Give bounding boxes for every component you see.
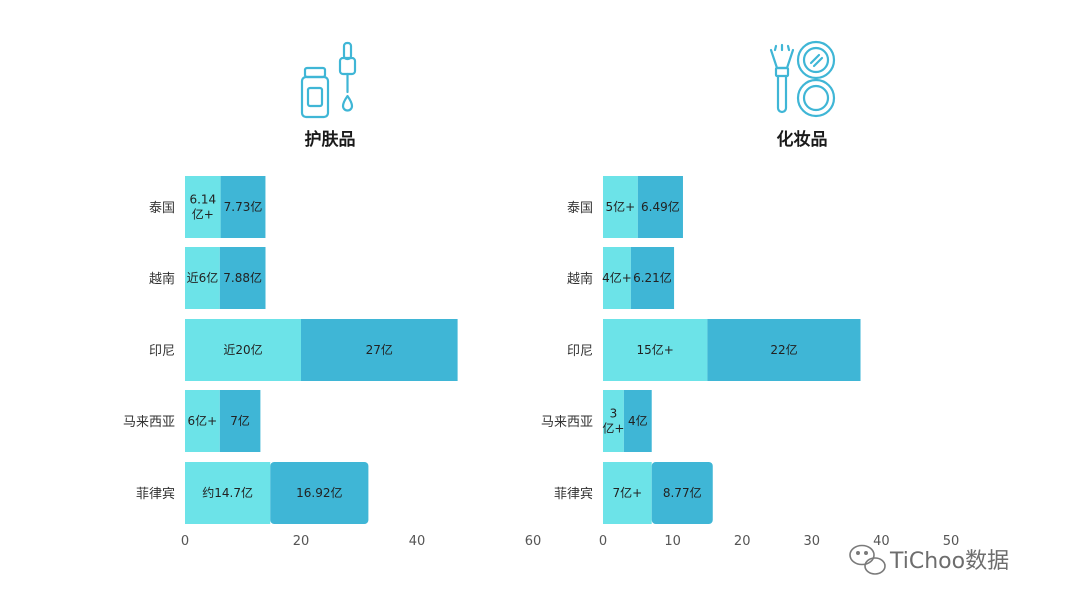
- x-tick-label: 0: [599, 534, 607, 549]
- category-label: 泰国: [149, 201, 175, 216]
- chart-title-skincare: 护肤品: [305, 129, 356, 150]
- data-label: 7亿+: [613, 485, 643, 500]
- bar-segment: [185, 176, 221, 238]
- bar-segment: [270, 462, 369, 524]
- bar-segment: [603, 390, 624, 452]
- bar-segment: [637, 176, 683, 238]
- bar-segment: [220, 176, 266, 238]
- bar-segment: [185, 247, 220, 309]
- bar-segment: [603, 319, 708, 381]
- bar-segment: [603, 247, 631, 309]
- wechat-icon: [849, 544, 886, 575]
- chart-title-makeup: 化妆品: [777, 129, 828, 150]
- x-tick-label: 20: [734, 534, 751, 549]
- data-label: 6.49亿: [641, 199, 680, 214]
- bar-segment: [630, 247, 675, 309]
- category-label: 越南: [149, 271, 175, 287]
- category-label: 菲律宾: [136, 486, 175, 502]
- data-label: 15亿+: [637, 342, 674, 357]
- data-label: 4亿+: [602, 270, 632, 285]
- category-label: 马来西亚: [123, 415, 175, 430]
- watermark-text: TiChoo数据: [889, 549, 1009, 574]
- bar-segment: [707, 319, 861, 381]
- data-label: 22亿: [770, 342, 797, 357]
- data-label: 7亿: [230, 413, 250, 428]
- x-tick-label: 10: [664, 534, 681, 549]
- data-label: 5亿+: [606, 199, 636, 214]
- bar-segment: [301, 319, 458, 381]
- category-label: 泰国: [567, 201, 593, 216]
- data-label: 6亿+: [188, 413, 218, 428]
- data-label: 16.92亿: [296, 485, 342, 500]
- x-tick-label: 0: [181, 534, 189, 549]
- data-label: 27亿: [366, 342, 393, 357]
- category-label: 印尼: [567, 344, 593, 359]
- data-label: 6.21亿: [633, 270, 672, 285]
- data-label: 8.77亿: [663, 485, 702, 500]
- makeup-brush-compact-icon: [769, 40, 836, 118]
- bar-segment: [603, 462, 652, 524]
- data-label: 7.88亿: [223, 270, 262, 285]
- x-tick-label: 40: [873, 534, 890, 549]
- x-tick-label: 60: [525, 534, 542, 549]
- x-tick-label: 40: [409, 534, 426, 549]
- category-label: 马来西亚: [541, 415, 593, 430]
- data-label: 近6亿: [187, 270, 219, 285]
- category-label: 越南: [567, 271, 593, 287]
- bar-segment: [219, 390, 261, 452]
- data-label: 3 亿+: [602, 407, 624, 436]
- bar-segment: [185, 390, 220, 452]
- x-tick-label: 20: [293, 534, 310, 549]
- data-label: 约14.7亿: [202, 485, 253, 500]
- x-tick-label: 50: [943, 534, 960, 549]
- x-tick-label: 30: [804, 534, 821, 549]
- data-label: 4亿: [628, 413, 648, 428]
- bar-segment: [603, 176, 638, 238]
- bar-segment: [219, 247, 266, 309]
- bar-segment: [185, 319, 301, 381]
- bar-segment: [651, 462, 713, 524]
- bar-segment: [623, 390, 652, 452]
- bar-segment: [185, 462, 271, 524]
- skincare-bottle-dropper-icon: [300, 41, 357, 119]
- category-label: 印尼: [149, 344, 175, 359]
- data-label: 6.14 亿+: [189, 193, 216, 222]
- data-label: 7.73亿: [224, 199, 263, 214]
- data-label: 近20亿: [223, 342, 262, 357]
- category-label: 菲律宾: [554, 486, 593, 502]
